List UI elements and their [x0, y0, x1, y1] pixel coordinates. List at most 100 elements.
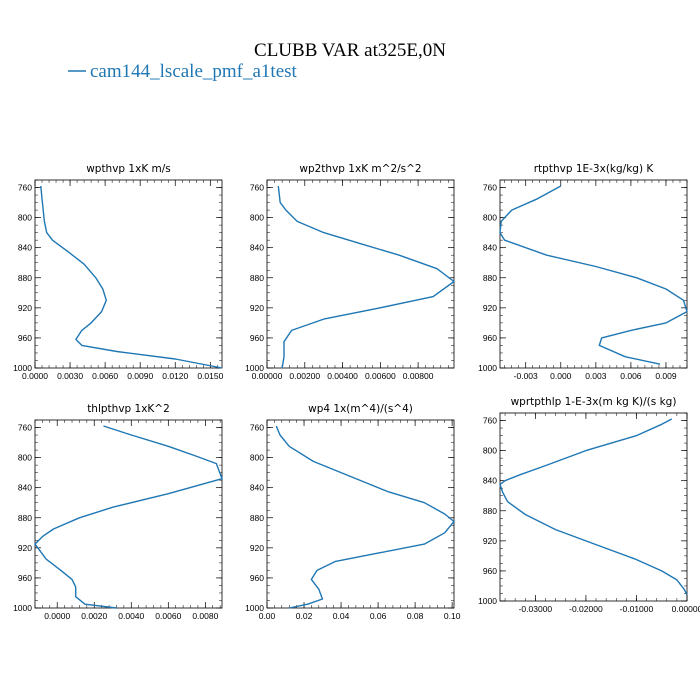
legend-label: cam144_lscale_pmf_a1test — [90, 61, 298, 82]
series-line — [499, 418, 688, 596]
series-line — [499, 185, 688, 365]
y-tick-label: 960 — [250, 333, 264, 343]
y-tick-label: 840 — [250, 483, 264, 493]
chart-panel-6: wprtpthlp 1-E-3x(m kg K)/(s kg) -0.03000 -… — [478, 396, 700, 614]
y-tick-label: 880 — [483, 273, 497, 283]
x-tick-label: 0.10 — [444, 611, 461, 621]
plot-frame — [499, 412, 688, 602]
y-tick-label: 920 — [483, 536, 497, 546]
y-tick-label: 880 — [18, 513, 32, 523]
plot-frame — [266, 419, 455, 609]
chart-panel-1: wpthvp 1xK m/s 0.0000 0.0030 0.0060 0.0090 0.… — [13, 163, 224, 381]
y-tick-label: 800 — [483, 213, 497, 223]
x-tick-label: 0.009 — [655, 371, 677, 381]
series-line — [40, 185, 223, 369]
y-tick-label: 960 — [250, 573, 264, 583]
y-tick-label: 760 — [483, 183, 497, 193]
x-tick-label: -0.03000 — [519, 604, 553, 614]
panel-title: rtpthvp 1E-3x(kg/kg) K — [534, 163, 655, 175]
y-tick-label: 840 — [483, 243, 497, 253]
panel-title: wpthvp 1xK m/s — [86, 163, 171, 175]
y-tick-label: 1000 — [245, 363, 264, 373]
y-tick-label: 960 — [18, 573, 32, 583]
x-tick-label: -0.01000 — [620, 604, 654, 614]
x-tick-label: 0.0060 — [92, 371, 118, 381]
x-tick-label: 0.0120 — [162, 371, 188, 381]
x-tick-label: 0.00400 — [327, 371, 358, 381]
y-tick-label: 800 — [18, 453, 32, 463]
y-tick-label: 920 — [483, 303, 497, 313]
chart-panel-4: thlpthvp 1xK^2 0.0000 0.0020 0.0040 0.0060 0.… — [13, 403, 223, 621]
y-tick-label: 800 — [250, 453, 264, 463]
y-tick-label: 920 — [250, 543, 264, 553]
y-tick-label: 840 — [18, 243, 32, 253]
series-line — [275, 425, 455, 609]
panel-title: wprtpthlp 1-E-3x(m kg K)/(s kg) — [511, 396, 677, 408]
x-tick-label: 0.0060 — [155, 611, 181, 621]
y-tick-label: 960 — [483, 566, 497, 576]
series-line — [277, 185, 455, 369]
x-tick-label: 0.0090 — [127, 371, 153, 381]
x-tick-label: 0.02 — [296, 611, 313, 621]
y-tick-label: 760 — [18, 423, 32, 433]
figure-title: CLUBB VAR at325E,0N — [254, 40, 446, 61]
panels-group: wpthvp 1xK m/s 0.0000 0.0030 0.0060 0.0090 0.… — [13, 163, 700, 621]
y-tick-label: 800 — [18, 213, 32, 223]
plot-frame — [34, 419, 223, 609]
series-line — [34, 425, 223, 609]
y-tick-label: 880 — [18, 273, 32, 283]
panel-title: wp2thvp 1xK m^2/s^2 — [299, 163, 421, 175]
y-tick-label: 880 — [483, 506, 497, 516]
x-tick-label: 0.0030 — [57, 371, 83, 381]
x-tick-label: 0.08 — [407, 611, 424, 621]
y-tick-label: 920 — [250, 303, 264, 313]
plot-frame — [499, 179, 688, 369]
y-tick-label: 880 — [250, 513, 264, 523]
x-tick-label: 0.00000 — [252, 371, 283, 381]
panel-title: thlpthvp 1xK^2 — [87, 403, 170, 415]
y-tick-label: 760 — [250, 183, 264, 193]
x-tick-label: 0.006 — [620, 371, 642, 381]
x-tick-label: 0.0020 — [81, 611, 107, 621]
x-tick-label: 0.000 — [550, 371, 572, 381]
y-tick-label: 920 — [18, 543, 32, 553]
y-tick-label: 960 — [483, 333, 497, 343]
x-tick-label: 0.0080 — [192, 611, 218, 621]
x-tick-label: 0.0000 — [22, 371, 48, 381]
y-tick-label: 1000 — [245, 603, 264, 613]
plot-frame — [34, 179, 223, 369]
y-tick-label: 960 — [18, 333, 32, 343]
y-tick-label: 760 — [483, 416, 497, 426]
y-tick-label: 840 — [250, 243, 264, 253]
y-tick-label: 1000 — [478, 363, 497, 373]
x-tick-label: 0.06 — [370, 611, 387, 621]
x-tick-label: -0.02000 — [569, 604, 603, 614]
x-tick-label: 0.00800 — [403, 371, 434, 381]
x-tick-label: 0.0040 — [118, 611, 144, 621]
y-tick-label: 920 — [18, 303, 32, 313]
plot-frame — [266, 179, 455, 369]
x-tick-label: 0.00600 — [365, 371, 396, 381]
x-tick-label: 0.0150 — [197, 371, 223, 381]
x-tick-label: 0.00 — [259, 611, 276, 621]
y-tick-label: 880 — [250, 273, 264, 283]
x-tick-label: 0.00200 — [289, 371, 320, 381]
y-tick-label: 840 — [18, 483, 32, 493]
x-tick-label: 0.0000 — [44, 611, 70, 621]
panel-title: wp4 1x(m^4)/(s^4) — [308, 403, 413, 415]
x-tick-label: -0.003 — [514, 371, 538, 381]
x-tick-label: 0.00000 — [672, 604, 700, 614]
y-tick-label: 1000 — [13, 603, 32, 613]
y-tick-label: 800 — [483, 446, 497, 456]
y-tick-label: 840 — [483, 476, 497, 486]
x-tick-label: 0.003 — [585, 371, 607, 381]
chart-panel-3: rtpthvp 1E-3x(kg/kg) K -0.003 0.000 0.003 0.… — [478, 163, 688, 381]
y-tick-label: 800 — [250, 213, 264, 223]
y-tick-label: 1000 — [478, 596, 497, 606]
chart-panel-5: wp4 1x(m^4)/(s^4) 0.00 0.02 0.04 0.06 0.08 0.1… — [245, 403, 461, 621]
chart-panel-2: wp2thvp 1xK m^2/s^2 0.00000 0.00200 0.00400… — [245, 163, 455, 381]
x-tick-label: 0.04 — [333, 611, 350, 621]
y-tick-label: 760 — [18, 183, 32, 193]
